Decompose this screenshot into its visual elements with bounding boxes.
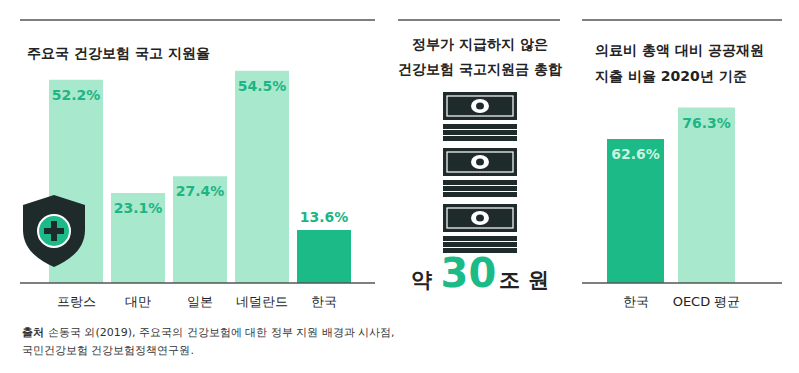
svg-text:의료비 총액 대비 공공재원: 의료비 총액 대비 공공재원 — [595, 42, 764, 58]
svg-text:76.3%: 76.3% — [682, 115, 731, 131]
svg-text:52.2%: 52.2% — [52, 87, 101, 103]
svg-text:프랑스: 프랑스 — [57, 294, 96, 309]
svg-text:지출 비율 2020년 기준: 지출 비율 2020년 기준 — [595, 68, 747, 84]
svg-text:13.6%: 13.6% — [300, 209, 349, 225]
svg-text:한국: 한국 — [311, 294, 337, 309]
svg-text:27.4%: 27.4% — [176, 183, 225, 199]
svg-text:54.5%: 54.5% — [238, 78, 287, 94]
svg-text:일본: 일본 — [187, 294, 213, 309]
svg-text:주요국 건강보험 국고 지원율: 주요국 건강보험 국고 지원율 — [27, 45, 210, 61]
svg-text:OECD 평균: OECD 평균 — [673, 294, 741, 309]
svg-text:23.1%: 23.1% — [114, 200, 163, 216]
svg-text:한국: 한국 — [623, 294, 649, 309]
svg-text:62.6%: 62.6% — [611, 146, 660, 162]
svg-text:대만: 대만 — [125, 294, 151, 309]
html-text:건강보험 국고지원금 총합: 건강보험 국고지원금 총합 — [398, 61, 562, 77]
html-text:정부가 지급하지 않은: 정부가 지급하지 않은 — [412, 36, 548, 52]
html-text:약 30조 원: 약 30조 원 — [411, 250, 549, 296]
html-text:출처 손동국 외(2019), 주요국의 건강보험에 대한: 출처 손동국 외(2019), 주요국의 건강보험에 대한 정부 지원 배경과 … — [22, 326, 395, 339]
html-text:국민건강보험 건강보험정책연구원.: 국민건강보험 건강보험정책연구원. — [22, 344, 194, 357]
svg-text:네덜란드: 네덜란드 — [236, 294, 288, 309]
